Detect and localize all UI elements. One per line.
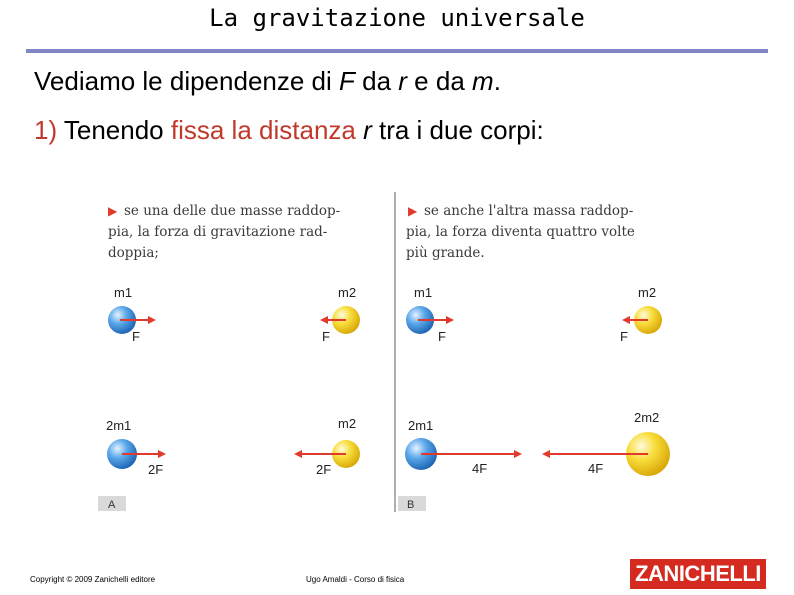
- mass-label: m1: [114, 285, 132, 300]
- force-arrow-head: [542, 450, 550, 458]
- force-label: F: [620, 329, 628, 344]
- force-arrow-head: [158, 450, 166, 458]
- force-label: F: [132, 329, 140, 344]
- panel-b: ▶ se anche l'altra massa raddop- pia, la…: [398, 203, 670, 511]
- author-text: Ugo Amaldi - Corso di fisica: [306, 575, 405, 584]
- force-arrow-head: [294, 450, 302, 458]
- step-line: 1) Tenendo fissa la distanza r tra i due…: [34, 115, 544, 145]
- copyright-text: Copyright © 2009 Zanichelli editore: [30, 575, 156, 584]
- caption-b-line-2: pia, la forza diventa quattro volte: [406, 224, 635, 240]
- caption-a-line-1: se una delle due masse raddop-: [124, 203, 340, 219]
- mass-label: 2m1: [106, 418, 131, 433]
- gravitation-figure: ▶ se una delle due masse raddop- pia, la…: [98, 192, 670, 512]
- caption-b-line-1: se anche l'altra massa raddop-: [424, 203, 633, 219]
- force-arrow-head: [320, 316, 328, 324]
- panel-a: ▶ se una delle due masse raddop- pia, la…: [98, 203, 360, 511]
- force-arrow-head: [622, 316, 630, 324]
- mass-label: m1: [414, 285, 432, 300]
- title-divider: [26, 49, 768, 53]
- panel-tag-box: [98, 496, 126, 511]
- mass-label: m2: [338, 285, 356, 300]
- force-label: 4F: [588, 461, 603, 476]
- mass-label: 2m2: [634, 410, 659, 425]
- force-label: 4F: [472, 461, 487, 476]
- zanichelli-logo: ZANICHELLI: [630, 559, 766, 589]
- panel-tag-box: [398, 496, 426, 511]
- force-arrow-head: [514, 450, 522, 458]
- caption-bullet-icon: ▶: [108, 204, 118, 218]
- force-label: F: [438, 329, 446, 344]
- slide-title: La gravitazione universale: [209, 4, 585, 32]
- force-label: F: [322, 329, 330, 344]
- mass-label: 2m1: [408, 418, 433, 433]
- force-arrow-head: [148, 316, 156, 324]
- force-label: 2F: [316, 462, 331, 477]
- caption-a-line-2: pia, la forza di gravitazione rad-: [108, 224, 327, 240]
- mass-label: m2: [338, 416, 356, 431]
- panel-tag: B: [407, 499, 414, 511]
- caption-bullet-icon: ▶: [408, 204, 418, 218]
- force-label: 2F: [148, 462, 163, 477]
- intro-line: Vediamo le dipendenze di F da r e da m.: [34, 66, 501, 96]
- force-arrow-head: [446, 316, 454, 324]
- caption-b-line-3: più grande.: [406, 245, 485, 261]
- mass-label: m2: [638, 285, 656, 300]
- caption-a-line-3: doppia;: [108, 245, 159, 261]
- panel-tag: A: [108, 499, 116, 511]
